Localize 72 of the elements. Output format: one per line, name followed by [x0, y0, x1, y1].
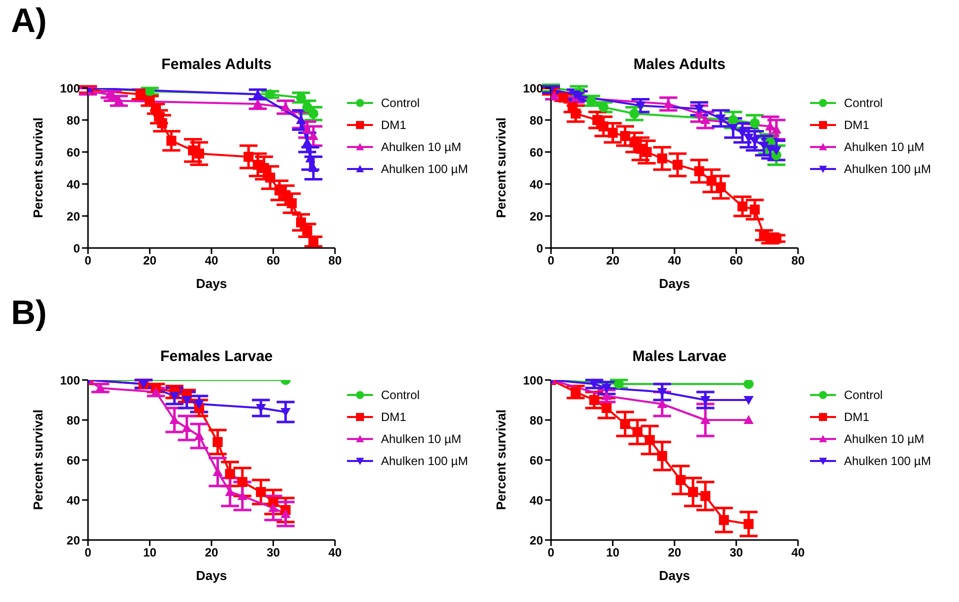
legend-label: Control — [844, 388, 883, 402]
x-tick-label: 20 — [606, 254, 620, 268]
legend-label: Ahulken 100 µM — [381, 162, 468, 176]
x-axis-title: Days — [658, 568, 690, 583]
y-tick-label: 40 — [530, 493, 544, 508]
legend-label: DM1 — [844, 118, 870, 132]
y-tick-label: 80 — [66, 413, 80, 428]
legend-label: Ahulken 10 µM — [381, 140, 462, 154]
text: A) — [11, 2, 47, 41]
y-axis-title: Percent survival — [494, 118, 509, 218]
legend-label: DM1 — [381, 118, 406, 132]
y-tick-label: 80 — [66, 113, 80, 128]
x-tick-label: 0 — [84, 546, 92, 560]
y-axis-title: Percent survival — [30, 118, 46, 218]
y-tick-label: 20 — [66, 533, 80, 548]
x-tick-label: 30 — [730, 546, 744, 560]
x-tick-label: 40 — [791, 546, 805, 560]
x-tick-label: 40 — [204, 254, 218, 268]
x-tick-label: 20 — [143, 254, 157, 268]
x-tick-label: 20 — [668, 546, 682, 560]
x-tick-label: 20 — [204, 546, 218, 560]
x-tick-label: 40 — [668, 254, 682, 268]
x-tick-label: 0 — [548, 254, 555, 268]
x-tick-label: 40 — [328, 546, 342, 560]
y-tick-label: 20 — [66, 209, 80, 224]
y-tick-label: 100 — [60, 81, 80, 96]
y-axis-title: Percent survival — [30, 410, 46, 510]
y-tick-label: 40 — [530, 177, 544, 192]
x-axis-title: Days — [196, 568, 228, 583]
chart-title: Females Adults — [160, 56, 273, 73]
y-tick-label: 100 — [60, 373, 80, 388]
x-tick-label: 0 — [84, 254, 92, 268]
legend-label: Control — [844, 96, 883, 110]
y-tick-label: 60 — [530, 453, 544, 468]
legend-label: DM1 — [381, 410, 406, 424]
y-tick-label: 80 — [530, 413, 544, 428]
legend-label: Control — [381, 96, 420, 110]
chart-title: Females Larvae — [159, 348, 274, 365]
y-tick-label: 40 — [66, 493, 80, 508]
legend-label: Ahulken 10 µM — [844, 432, 924, 446]
chart-title: Males Adults — [632, 56, 726, 73]
legend-label: Ahulken 10 µM — [844, 140, 924, 154]
y-tick-label: 100 — [522, 373, 544, 388]
y-tick-label: 0 — [536, 241, 544, 256]
x-tick-label: 30 — [266, 546, 280, 560]
x-tick-label: 0 — [548, 546, 555, 560]
y-tick-label: 60 — [66, 453, 80, 468]
y-tick-label: 0 — [73, 241, 80, 256]
y-tick-label: 80 — [530, 113, 544, 128]
x-tick-label: 10 — [606, 546, 620, 560]
y-tick-label: 60 — [530, 145, 544, 160]
x-tick-label: 80 — [791, 254, 805, 268]
chart-title: Males Larvae — [631, 348, 728, 365]
legend-label: Ahulken 100 µM — [381, 454, 468, 468]
x-axis-title: Days — [196, 276, 228, 291]
y-tick-label: 20 — [530, 209, 544, 224]
y-tick-label: 40 — [66, 177, 80, 192]
x-tick-label: 60 — [266, 254, 280, 268]
y-axis-title: Percent survival — [494, 410, 509, 510]
x-tick-label: 80 — [328, 254, 342, 268]
x-tick-label: 60 — [730, 254, 744, 268]
legend-label: DM1 — [844, 410, 870, 424]
legend-label: Ahulken 100 µM — [844, 162, 931, 176]
legend-label: Ahulken 100 µM — [844, 454, 931, 468]
x-axis-title: Days — [658, 276, 690, 291]
legend-label: Control — [381, 388, 420, 402]
x-tick-label: 10 — [143, 546, 157, 560]
text: B) — [11, 294, 47, 333]
y-tick-label: 20 — [530, 533, 544, 548]
y-tick-label: 60 — [66, 145, 80, 160]
legend-label: Ahulken 10 µM — [381, 432, 462, 446]
y-tick-label: 100 — [522, 81, 544, 96]
